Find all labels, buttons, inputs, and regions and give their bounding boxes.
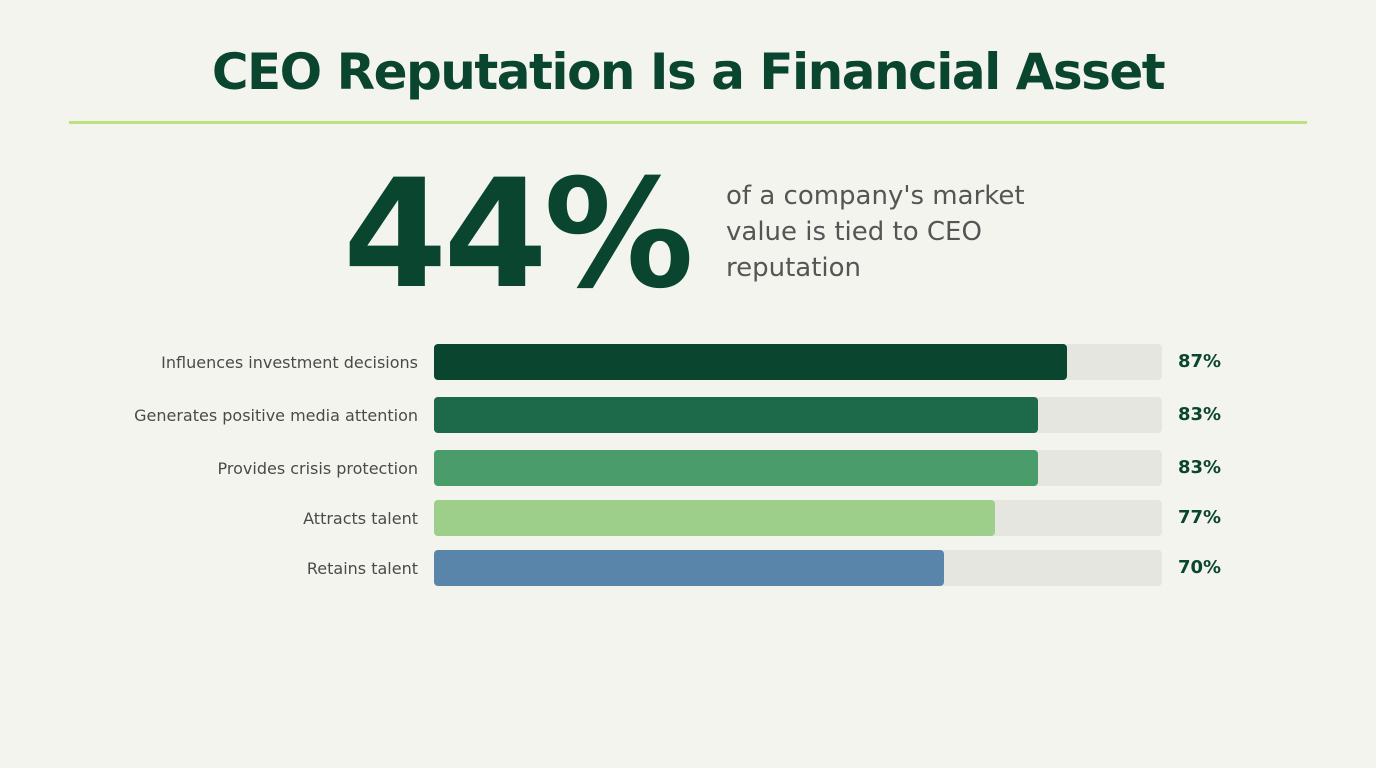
headline-stat-value: 44% bbox=[342, 148, 694, 322]
headline-stat-caption: of a company's market value is tied to C… bbox=[726, 181, 1025, 283]
bar-value-label: 83% bbox=[1178, 404, 1222, 425]
bar-track bbox=[434, 344, 1162, 380]
title-divider bbox=[69, 121, 1307, 124]
bar-track bbox=[434, 450, 1162, 486]
bar-label: Influences investment decisions bbox=[161, 352, 418, 372]
bar-track bbox=[434, 397, 1162, 433]
bar bbox=[434, 344, 1067, 380]
bar-value-label: 70% bbox=[1178, 557, 1222, 578]
bar-value-label: 87% bbox=[1178, 351, 1222, 372]
bar bbox=[434, 550, 944, 586]
bar bbox=[434, 500, 995, 536]
bar-label: Generates positive media attention bbox=[134, 405, 418, 425]
bar-label: Provides crisis protection bbox=[217, 458, 418, 478]
bar-label: Attracts talent bbox=[303, 508, 418, 528]
bar-value-label: 83% bbox=[1178, 457, 1222, 478]
bar bbox=[434, 450, 1038, 486]
bar-label: Retains talent bbox=[306, 558, 418, 578]
bar-value-label: 77% bbox=[1178, 507, 1222, 528]
bar-track bbox=[434, 500, 1162, 536]
page-title: CEO Reputation Is a Financial Asset bbox=[211, 43, 1166, 101]
bar bbox=[434, 397, 1038, 433]
bar-track bbox=[434, 550, 1162, 586]
